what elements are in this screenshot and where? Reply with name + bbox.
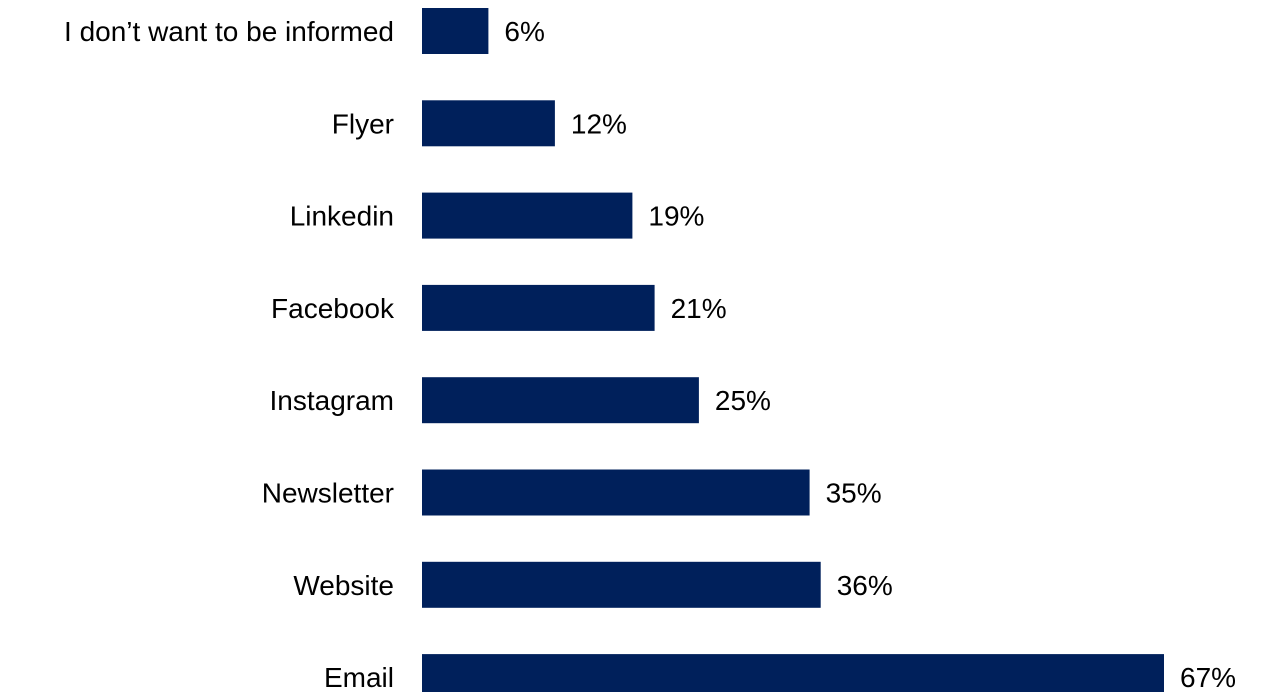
- value-label: 36%: [837, 570, 893, 601]
- value-label: 67%: [1180, 662, 1236, 692]
- value-labels-group: 6% 12% 19% 21% 25% 35% 36% 67%: [504, 16, 1236, 692]
- bar: [422, 192, 633, 239]
- value-label: 6%: [504, 16, 544, 47]
- category-labels-group: I don’t want to be informed Flyer Linkedin…: [64, 16, 395, 692]
- bar: [422, 100, 555, 147]
- category-label: Newsletter: [262, 478, 394, 509]
- value-label: 19%: [648, 201, 704, 232]
- category-label: Facebook: [271, 293, 395, 324]
- bar: [422, 8, 489, 54]
- bar: [422, 469, 810, 516]
- category-label: Flyer: [332, 108, 394, 139]
- category-label: Website: [293, 570, 394, 601]
- value-label: 12%: [571, 108, 627, 139]
- bar: [422, 377, 699, 424]
- category-label: Instagram: [270, 385, 395, 416]
- value-label: 25%: [715, 385, 771, 416]
- category-label: Linkedin: [290, 201, 394, 232]
- category-label: I don’t want to be informed: [64, 16, 394, 47]
- value-label: 21%: [671, 293, 727, 324]
- bar: [422, 654, 1164, 692]
- bars-group: [422, 8, 1164, 692]
- value-label: 35%: [826, 478, 882, 509]
- category-label: Email: [324, 662, 394, 692]
- bar: [422, 561, 821, 608]
- bar: [422, 284, 655, 331]
